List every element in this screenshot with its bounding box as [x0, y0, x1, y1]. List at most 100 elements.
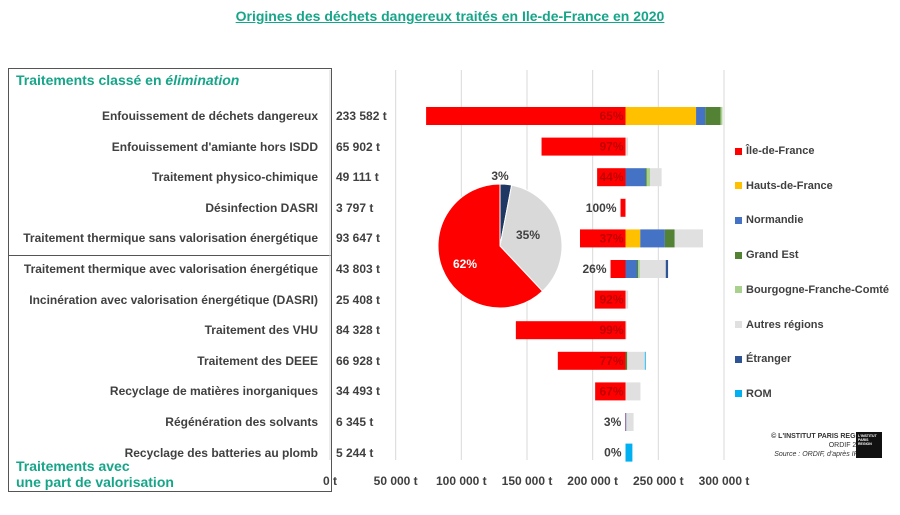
legend-swatch — [735, 251, 742, 259]
bar-segment — [625, 260, 638, 278]
credit-source: Source : ORDIF, d'après IREP — [774, 451, 868, 458]
elimination-title-emphasis: élimination — [165, 72, 240, 88]
bar-percent-label: 92% — [599, 293, 623, 307]
bar-segment — [625, 351, 628, 370]
bar-segment — [541, 137, 626, 156]
elimination-title-prefix: Traitements classé en — [16, 72, 166, 88]
bar-percent-label: 100% — [586, 201, 617, 215]
bar-segment — [625, 382, 641, 401]
elimination-section-box — [8, 68, 332, 256]
bar-percent-label: 44% — [599, 170, 623, 184]
legend-swatch — [735, 216, 742, 224]
legend-swatch — [735, 355, 742, 363]
bar-segment — [638, 260, 640, 278]
bar-percent-label: 99% — [599, 323, 623, 337]
row-total: 93 647 t — [336, 231, 381, 246]
row-total: 43 803 t — [336, 262, 381, 276]
row-total: 34 493 t — [336, 384, 381, 399]
legend-label: Hauts-de-France — [746, 179, 833, 192]
row-total: 49 111 t — [336, 170, 379, 185]
bar-segment — [625, 229, 641, 248]
elimination-section-title: Traitements classé en élimination — [16, 72, 239, 88]
row-label: Traitement des VHU — [204, 323, 318, 338]
row-total: 5 244 t — [336, 445, 374, 460]
bar-segment — [595, 382, 626, 401]
legend-label: Étranger — [746, 353, 792, 366]
bar-percent-label: 67% — [599, 384, 623, 398]
legend-swatch — [735, 390, 742, 398]
bar-segment — [625, 443, 633, 462]
pie-slice — [437, 183, 544, 309]
credit-year: ORDIF 2023 — [828, 442, 868, 449]
legend-item: Grand Est — [735, 249, 799, 261]
bar-percent-label: 3% — [604, 415, 622, 429]
row-total: 84 328 t — [336, 323, 381, 338]
x-tick-label: 200 000 t — [567, 474, 618, 488]
bar-percent-label: 0% — [604, 446, 622, 460]
legend-swatch — [735, 321, 742, 328]
x-tick-label: 0 t — [323, 474, 337, 488]
legend-swatch — [735, 182, 742, 190]
x-tick-label: 250 000 t — [633, 474, 684, 488]
bar-segment — [610, 260, 626, 278]
row-label: Incinération avec valorisation énergétiq… — [29, 292, 318, 307]
bar-segment — [625, 321, 627, 340]
bar-segment — [620, 198, 626, 217]
pie-slice — [499, 184, 563, 292]
row-label: Enfouissement d'amiante hors ISDD — [111, 139, 318, 154]
legend-item: ROM — [735, 388, 772, 400]
row-total: 233 582 t — [336, 109, 387, 123]
bar-segment — [644, 351, 646, 370]
bar-segment — [637, 260, 639, 278]
row-total: 65 902 t — [336, 139, 381, 154]
row-label: Recyclage de matières inorganiques — [109, 384, 318, 399]
legend-swatch — [735, 286, 742, 294]
bar-segment — [674, 229, 703, 248]
bar-segment — [639, 260, 666, 278]
legend-item: Bourgogne-Franche-Comté — [735, 284, 889, 296]
valorisation-title-line1: Traitements avec — [16, 458, 130, 474]
row-label: Traitement physico-chimique — [151, 170, 318, 185]
legend-label: Île-de-France — [746, 145, 815, 157]
pie-slice-label: 3% — [491, 169, 509, 183]
institut-logo: L'INSTITUT PARIS REGION — [856, 432, 882, 458]
row-total: 6 345 t — [336, 415, 374, 429]
legend-label: Normandie — [746, 214, 804, 227]
row-label: Traitement thermique sans valorisation é… — [23, 231, 318, 246]
bar-segment — [627, 351, 645, 370]
x-tick-label: 300 000 t — [699, 474, 750, 488]
bar-segment — [625, 168, 646, 187]
bar-segment — [646, 168, 651, 187]
bar-segment — [640, 229, 665, 248]
legend-label: Bourgogne-Franche-Comté — [746, 283, 889, 296]
credit-block: © L'INSTITUT PARIS REGION ORDIF 2023 Sou… — [718, 432, 868, 459]
legend-label: ROM — [746, 387, 772, 400]
chart-title: Origines des déchets dangereux traités e… — [235, 8, 665, 24]
bar-percent-label: 37% — [599, 231, 623, 245]
pie-slice-label: 62% — [453, 257, 477, 271]
bar-segment — [625, 107, 697, 125]
row-label: Traitement des DEEE — [197, 353, 318, 368]
bar-segment — [625, 137, 629, 156]
legend-item: Autres régions — [735, 319, 824, 331]
row-label: Régénération des solvants — [165, 415, 318, 429]
bar-segment — [645, 168, 647, 187]
row-label: Désinfection DASRI — [205, 200, 318, 215]
bar-segment — [515, 321, 626, 340]
bar-percent-label: 77% — [599, 354, 623, 368]
bar-segment — [626, 413, 634, 431]
legend-item: Étranger — [735, 353, 791, 365]
pie-slice-label: 35% — [516, 228, 540, 242]
x-tick-label: 100 000 t — [436, 474, 487, 488]
bar-segment — [705, 107, 721, 125]
legend-item: Normandie — [735, 214, 803, 226]
bar-percent-label: 26% — [583, 262, 607, 276]
row-label: Traitement thermique avec valorisation é… — [23, 262, 318, 276]
row-total: 3 797 t — [336, 200, 374, 215]
bar-percent-label: 65% — [599, 109, 623, 123]
valorisation-section-title: Traitements avec une part de valorisatio… — [16, 458, 174, 490]
x-tick-label: 150 000 t — [502, 474, 553, 488]
row-label: Recyclage des batteries au plomb — [124, 445, 318, 460]
legend-label: Grand Est — [746, 249, 799, 262]
